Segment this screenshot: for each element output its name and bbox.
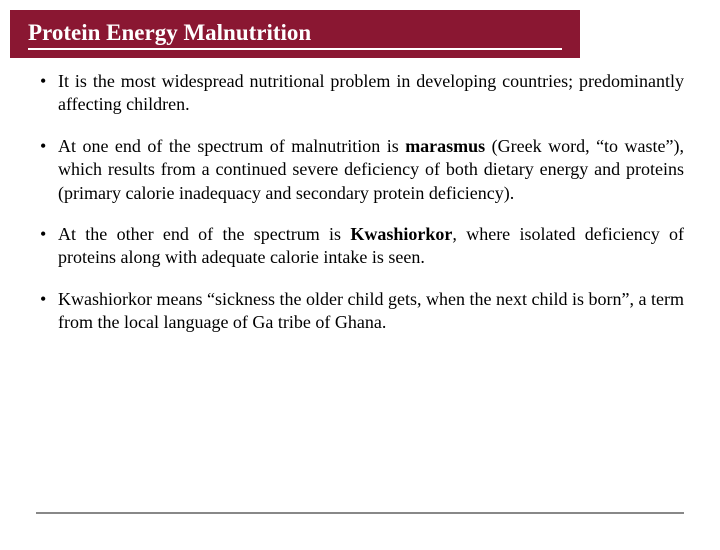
bullet-text: Kwashiorkor means “sickness the older ch… (58, 289, 684, 332)
footer-divider (36, 512, 684, 514)
bullet-item: Kwashiorkor means “sickness the older ch… (36, 288, 684, 335)
slide-container: Protein Energy Malnutrition It is the mo… (0, 10, 720, 550)
bullet-text: It is the most widespread nutritional pr… (58, 71, 684, 114)
slide-content: It is the most widespread nutritional pr… (0, 58, 720, 335)
bullet-list: It is the most widespread nutritional pr… (36, 70, 684, 335)
slide-title: Protein Energy Malnutrition (28, 20, 562, 50)
bullet-text-bold: marasmus (405, 136, 485, 156)
bullet-text-pre: At one end of the spectrum of malnutriti… (58, 136, 405, 156)
title-bar: Protein Energy Malnutrition (10, 10, 580, 58)
bullet-text-italic: , (452, 224, 466, 244)
bullet-text-pre: At the other end of the spectrum is (58, 224, 350, 244)
bullet-item: At the other end of the spectrum is Kwas… (36, 223, 684, 270)
bullet-item: It is the most widespread nutritional pr… (36, 70, 684, 117)
bullet-item: At one end of the spectrum of malnutriti… (36, 135, 684, 205)
bullet-text-bold: Kwashiorkor (350, 224, 452, 244)
